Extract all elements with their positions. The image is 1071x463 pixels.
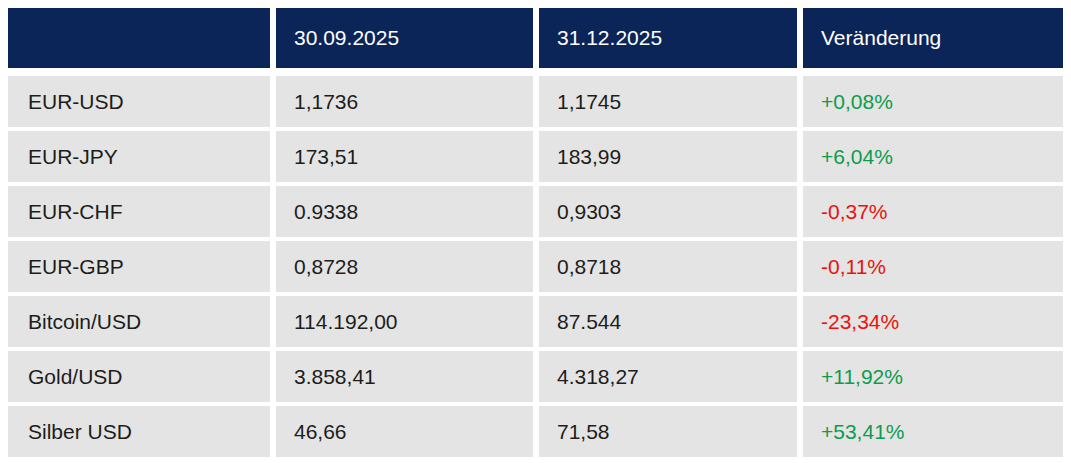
instrument-label: Silber USD (8, 406, 270, 457)
instrument-label: EUR-USD (8, 76, 270, 127)
table-row: EUR-JPY 173,51 183,99 +6,04% (8, 131, 1063, 182)
table-body: EUR-USD 1,1736 1,1745 +0,08% EUR-JPY 173… (8, 76, 1063, 457)
market-rates-page: 30.09.2025 31.12.2025 Veränderung EUR-US… (0, 0, 1071, 463)
header-date-start: 30.09.2025 (276, 8, 533, 72)
instrument-label: EUR-GBP (8, 241, 270, 292)
change-percent: -0,37% (803, 186, 1063, 237)
change-percent: +0,08% (803, 76, 1063, 127)
change-percent: -23,34% (803, 296, 1063, 347)
value-end: 0,8718 (539, 241, 797, 292)
value-end: 0,9303 (539, 186, 797, 237)
value-start: 173,51 (276, 131, 533, 182)
table-header-row: 30.09.2025 31.12.2025 Veränderung (8, 8, 1063, 72)
value-end: 87.544 (539, 296, 797, 347)
value-end: 4.318,27 (539, 351, 797, 402)
header-change: Veränderung (803, 8, 1063, 72)
change-percent: +11,92% (803, 351, 1063, 402)
value-end: 183,99 (539, 131, 797, 182)
value-start: 114.192,00 (276, 296, 533, 347)
header-date-end: 31.12.2025 (539, 8, 797, 72)
table-row: Gold/USD 3.858,41 4.318,27 +11,92% (8, 351, 1063, 402)
market-rates-table: 30.09.2025 31.12.2025 Veränderung EUR-US… (2, 4, 1069, 461)
table-row: EUR-GBP 0,8728 0,8718 -0,11% (8, 241, 1063, 292)
value-end: 71,58 (539, 406, 797, 457)
value-end: 1,1745 (539, 76, 797, 127)
instrument-label: Bitcoin/USD (8, 296, 270, 347)
change-percent: +6,04% (803, 131, 1063, 182)
value-start: 1,1736 (276, 76, 533, 127)
change-percent: +53,41% (803, 406, 1063, 457)
value-start: 3.858,41 (276, 351, 533, 402)
instrument-label: EUR-CHF (8, 186, 270, 237)
table-row: Silber USD 46,66 71,58 +53,41% (8, 406, 1063, 457)
value-start: 0,8728 (276, 241, 533, 292)
instrument-label: EUR-JPY (8, 131, 270, 182)
table-row: EUR-CHF 0.9338 0,9303 -0,37% (8, 186, 1063, 237)
instrument-label: Gold/USD (8, 351, 270, 402)
value-start: 46,66 (276, 406, 533, 457)
header-corner-cell (8, 8, 270, 72)
change-percent: -0,11% (803, 241, 1063, 292)
table-row: EUR-USD 1,1736 1,1745 +0,08% (8, 76, 1063, 127)
value-start: 0.9338 (276, 186, 533, 237)
table-row: Bitcoin/USD 114.192,00 87.544 -23,34% (8, 296, 1063, 347)
